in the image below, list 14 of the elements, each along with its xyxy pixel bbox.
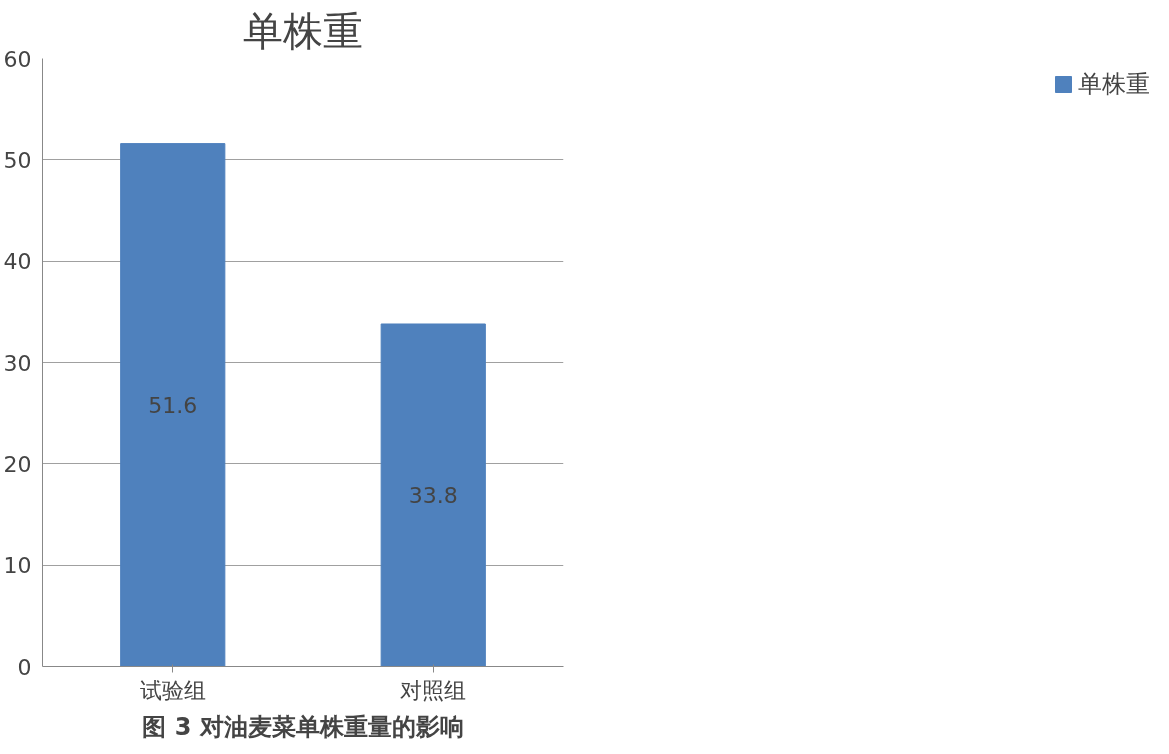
y-tick-label: 0 bbox=[17, 654, 32, 680]
y-tick-label: 20 bbox=[3, 451, 32, 477]
y-tick-label: 10 bbox=[3, 553, 32, 579]
y-tick-label: 40 bbox=[3, 249, 32, 275]
y-tick-label: 50 bbox=[3, 147, 32, 173]
legend-label: 单株重 bbox=[1078, 69, 1150, 100]
y-tick-label: 60 bbox=[3, 46, 32, 72]
y-tick-label: 30 bbox=[3, 350, 32, 376]
x-tick-label: 对照组 bbox=[400, 677, 467, 703]
chart-title: 单株重 bbox=[243, 7, 363, 54]
x-tick-label: 试验组 bbox=[139, 677, 206, 703]
caption: 图 3 对油麦菜单株重量的影响 bbox=[142, 712, 464, 741]
data-label: 33.8 bbox=[408, 483, 458, 509]
data-label: 51.6 bbox=[148, 393, 198, 419]
